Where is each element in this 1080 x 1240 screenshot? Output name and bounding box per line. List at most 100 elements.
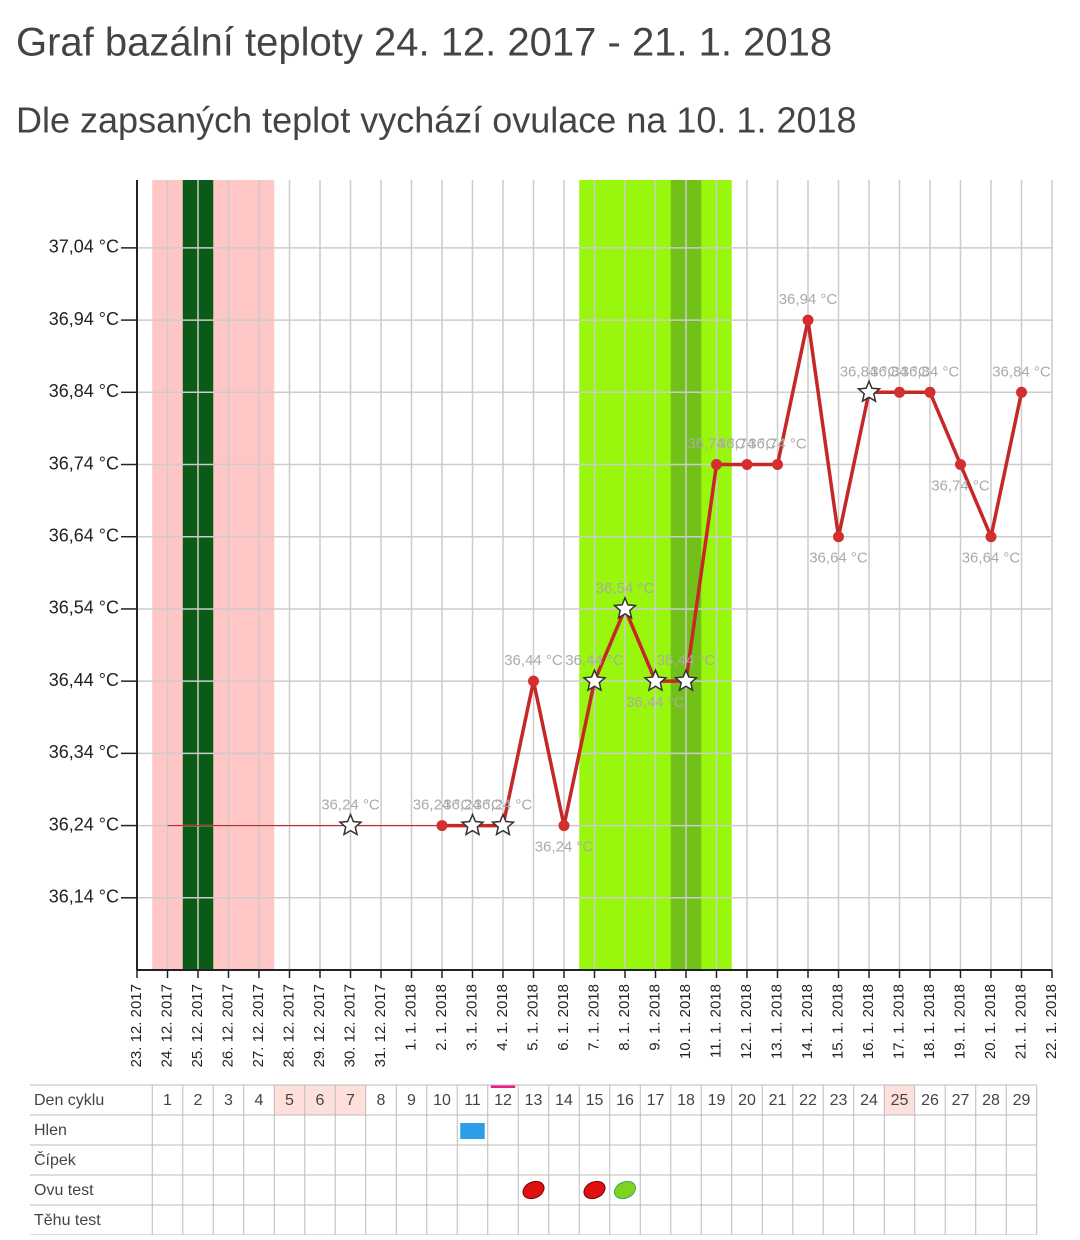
row-label: Hlen — [34, 1122, 67, 1139]
day-number: 15 — [586, 1092, 604, 1109]
day-number: 17 — [647, 1092, 665, 1109]
value-label: 36,54 °C — [596, 580, 655, 597]
title: Graf bazální teploty 24. 12. 2017 - 21. … — [16, 21, 832, 65]
dot-point — [558, 820, 570, 832]
day-number: 24 — [860, 1092, 878, 1109]
line-segment — [501, 680, 536, 826]
line-segment — [623, 608, 658, 682]
x-tick-label: 7. 1. 2018 — [585, 984, 602, 1051]
dot-point — [894, 386, 905, 398]
day-number: 12 — [494, 1092, 512, 1109]
x-tick-label: 14. 1. 2018 — [799, 984, 816, 1059]
x-tick-label: 19. 1. 2018 — [951, 984, 968, 1059]
y-tick-label: 36,44 °C — [49, 670, 119, 690]
x-tick-label: 25. 12. 2017 — [189, 984, 206, 1067]
line-segment — [562, 680, 597, 826]
star-point — [856, 379, 882, 403]
value-label: 36,24 °C — [474, 797, 533, 814]
x-tick-label: 16. 1. 2018 — [860, 984, 877, 1059]
x-tick-label: 2. 1. 2018 — [433, 984, 450, 1051]
dot-point — [772, 459, 783, 471]
star-point — [490, 812, 516, 837]
star-point — [612, 595, 638, 620]
value-label: 36,24 °C — [535, 839, 594, 856]
day-number: 11 — [464, 1092, 481, 1109]
dot-point — [833, 531, 844, 543]
star-point — [338, 812, 363, 837]
y-tick-label: 36,74 °C — [49, 453, 119, 473]
y-tick-label: 36,54 °C — [49, 598, 119, 618]
value-label: 36,64 °C — [962, 550, 1021, 567]
hlen-mark — [460, 1123, 485, 1139]
day-number: 14 — [555, 1092, 573, 1109]
dot-point — [436, 820, 448, 832]
y-tick-label: 36,24 °C — [49, 814, 119, 834]
day-number: 16 — [616, 1092, 634, 1109]
x-tick-label: 29. 12. 2017 — [311, 984, 328, 1067]
value-label: 36,44 °C — [626, 694, 685, 711]
value-label: 36,74 °C — [931, 477, 990, 494]
dot-point — [528, 675, 539, 687]
dot-point — [955, 459, 966, 471]
value-label: 36,84 °C — [992, 363, 1051, 380]
y-tick-label: 36,14 °C — [49, 887, 119, 907]
line-segment — [928, 391, 963, 466]
ovu-test-mark — [522, 1180, 545, 1200]
value-label: 36,84 °C — [840, 363, 899, 380]
day-number: 26 — [921, 1092, 939, 1109]
x-tick-label: 10. 1. 2018 — [677, 984, 694, 1059]
dot-point — [711, 459, 722, 471]
value-label: 36,94 °C — [779, 291, 838, 308]
x-tick-label: 18. 1. 2018 — [921, 984, 938, 1059]
x-tick-label: 13. 1. 2018 — [768, 984, 785, 1059]
dot-point — [924, 386, 936, 398]
day-number: 27 — [952, 1092, 970, 1109]
row-label: Těhu test — [34, 1212, 101, 1229]
day-number: 2 — [194, 1092, 203, 1109]
row-label: Den cyklu — [34, 1092, 104, 1109]
x-tick-label: 28. 12. 2017 — [280, 984, 297, 1067]
day-number: 25 — [891, 1092, 909, 1109]
day-number: 18 — [677, 1092, 695, 1109]
value-label: 36,24 °C — [321, 797, 380, 814]
x-tick-label: 23. 12. 2017 — [128, 984, 145, 1067]
value-label: 36,84 °C — [901, 363, 960, 380]
day-highlight — [304, 1085, 336, 1115]
day-number: 3 — [224, 1092, 233, 1109]
day-number: 19 — [708, 1092, 726, 1109]
y-tick-label: 36,34 °C — [49, 742, 119, 762]
x-tick-label: 3. 1. 2018 — [463, 984, 480, 1051]
dot-point — [741, 459, 753, 471]
day-number: 13 — [525, 1092, 543, 1109]
value-label: 36,74 °C — [687, 435, 746, 452]
line-segment — [958, 463, 993, 538]
star-point — [460, 812, 485, 837]
line-segment — [806, 319, 841, 537]
x-tick-label: 26. 12. 2017 — [219, 984, 236, 1067]
ovu-test-mark — [583, 1180, 606, 1200]
x-tick-label: 9. 1. 2018 — [646, 984, 663, 1051]
value-label: 36,64 °C — [809, 550, 868, 567]
day-number: 7 — [346, 1092, 355, 1109]
dot-point — [802, 314, 814, 326]
dot-point — [985, 531, 997, 543]
x-tick-label: 12. 1. 2018 — [738, 984, 755, 1059]
dot-point — [1016, 386, 1027, 398]
y-tick-label: 36,84 °C — [49, 381, 119, 401]
day-number: 29 — [1013, 1092, 1031, 1109]
value-label: 36,44 °C — [657, 652, 716, 669]
subtitle: Dle zapsaných teplot vychází ovulace na … — [16, 100, 857, 141]
x-tick-label: 11. 1. 2018 — [707, 984, 724, 1058]
x-tick-label: 30. 12. 2017 — [341, 984, 358, 1067]
star-point — [582, 668, 607, 692]
line-segment — [836, 391, 871, 538]
day-number: 10 — [433, 1092, 451, 1109]
day-highlight — [274, 1085, 305, 1115]
x-tick-label: 20. 1. 2018 — [982, 984, 999, 1059]
row-label: Ovu test — [34, 1182, 94, 1199]
day-number: 6 — [316, 1092, 325, 1109]
value-label: 36,24 °C — [413, 797, 472, 814]
x-tick-label: 1. 1. 2018 — [402, 984, 419, 1051]
x-tick-label: 27. 12. 2017 — [250, 984, 267, 1067]
row-label: Čípek — [34, 1150, 77, 1169]
